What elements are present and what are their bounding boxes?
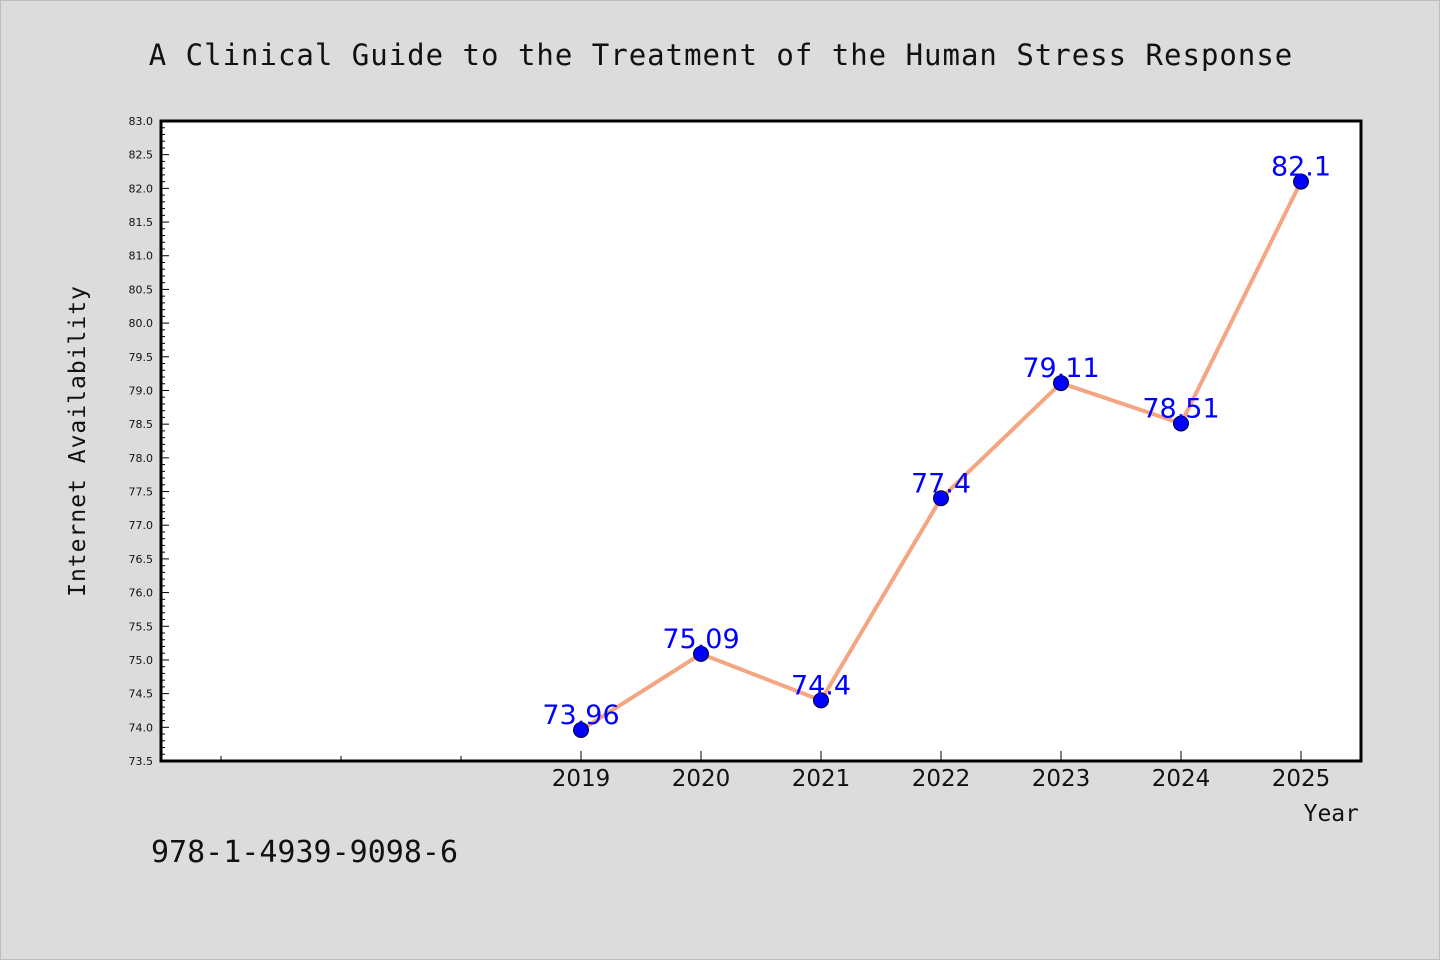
data-point [1293,173,1309,190]
y-tick-label: 76.5 [129,553,154,566]
y-tick-label: 82.5 [129,149,154,162]
y-tick-label: 77.5 [129,486,154,499]
data-label: 73.96 [542,700,619,731]
y-tick-label: 75.0 [129,654,154,667]
x-tick-label: 2020 [672,766,731,792]
x-tick-label: 2023 [1032,766,1091,792]
chart-title: A Clinical Guide to the Treatment of the… [149,38,1294,72]
y-tick-label: 81.0 [129,250,154,263]
data-label: 75.09 [662,624,739,655]
y-tick-label: 79.0 [129,384,154,397]
data-point [573,722,589,739]
y-tick-label: 75.5 [129,620,154,633]
y-tick-label: 78.5 [129,418,154,431]
x-axis-ticks: 2019 2020 2021 2022 2023 2024 2025 [220,751,1331,792]
data-label: 74.4 [791,670,851,701]
y-tick-label: 82.0 [129,182,154,195]
x-tick-label: 2019 [552,766,611,792]
data-point [1053,375,1069,392]
y-tick-label: 78.0 [129,452,154,465]
x-tick-label: 2022 [912,766,971,792]
data-point [813,692,829,709]
series-layer: 73.96 75.09 74.4 77.4 79.11 78.51 82.1 [542,152,1331,739]
y-tick-label: 73.5 [129,755,154,768]
y-tick-label: 83.0 [129,115,154,128]
data-label: 78.51 [1142,393,1219,424]
y-tick-label: 74.5 [129,688,154,701]
x-axis-label: Year [1304,801,1359,827]
data-label: 82.1 [1271,152,1331,183]
data-point [693,645,709,662]
y-tick-label: 80.5 [129,283,154,296]
footer-code: 978-1-4939-9098-6 [151,835,459,870]
data-label: 77.4 [911,468,971,499]
y-tick-label: 74.0 [129,721,154,734]
x-tick-label: 2025 [1272,766,1331,792]
plot-frame [159,119,1363,763]
plot-area [161,121,1361,761]
data-label: 79.11 [1022,353,1099,384]
data-point [1173,415,1189,432]
x-tick-label: 2021 [792,766,851,792]
y-tick-label: 80.0 [129,317,154,330]
y-tick-label: 79.5 [129,351,154,364]
y-axis-label: Internet Availability [65,285,91,597]
y-tick-label: 77.0 [129,519,154,532]
y-tick-label: 81.5 [129,216,154,229]
y-tick-label: 76.0 [129,587,154,600]
x-tick-label: 2024 [1152,766,1211,792]
data-point [933,490,949,507]
